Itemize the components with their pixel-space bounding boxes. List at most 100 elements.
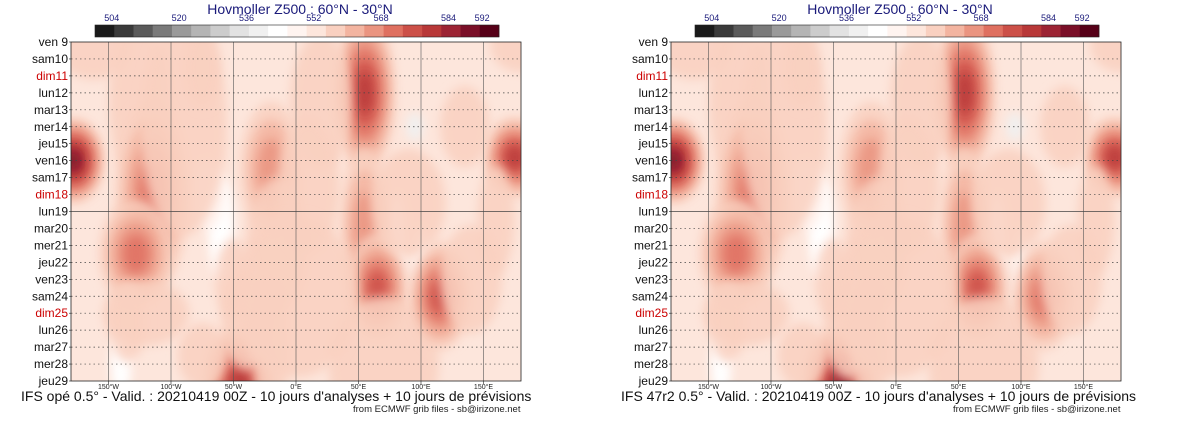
chart-credit: from ECMWF grib files - sb@irizone.net xyxy=(353,404,521,415)
chart-title: Hovmoller Z500 : 60°N - 30°N xyxy=(807,1,993,17)
day-label: jeu22 xyxy=(638,255,669,269)
colorbar-swatch xyxy=(868,25,888,37)
colorbar-tick-label: 520 xyxy=(772,13,787,23)
heatmap-blob xyxy=(777,323,827,381)
colorbar-swatch xyxy=(268,25,288,37)
lon-tick-label: 0°E xyxy=(290,383,302,391)
colorbar-swatch xyxy=(210,25,230,37)
colorbar-tick-label: 568 xyxy=(974,13,989,23)
day-label: mar13 xyxy=(34,103,68,117)
day-label: ven16 xyxy=(635,154,668,168)
lon-tick-label: 150°W xyxy=(98,383,119,391)
hovmoller-panel-left: Hovmoller Z500 : 60°N - 30°N ven 9 sam10 d… xyxy=(21,1,531,415)
lon-tick-label: 150°E xyxy=(474,383,493,391)
lon-tick-label: 100°W xyxy=(760,383,781,391)
heatmap-blob xyxy=(108,280,146,363)
day-label: mar13 xyxy=(634,103,668,117)
heatmap-blob xyxy=(971,148,1046,258)
heatmap-blob xyxy=(1107,147,1121,168)
colorbar-tick-label: 536 xyxy=(239,13,254,23)
chart-credit: from ECMWF grib files - sb@irizone.net xyxy=(953,404,1121,415)
day-label: sam10 xyxy=(32,52,68,66)
day-label: sam24 xyxy=(632,289,668,303)
colorbar-tick-label: 520 xyxy=(172,13,187,23)
day-label: ven23 xyxy=(35,272,68,286)
colorbar-tick-label: 552 xyxy=(906,13,921,23)
hovmoller-chart-left: ven 9 sam10 dim11 lun12 mar13 mer14 jeu15 ven16… xyxy=(32,13,522,391)
colorbar-swatch xyxy=(945,25,965,37)
colorbar-swatch xyxy=(695,25,715,37)
heatmap-blob xyxy=(177,323,227,381)
lon-tick-label: 50°E xyxy=(951,383,967,391)
heatmap-blob xyxy=(1090,42,1121,73)
colorbar-tick-label: 536 xyxy=(839,13,854,23)
lon-tick-label: 100°W xyxy=(160,383,181,391)
colorbar-swatch xyxy=(983,25,1004,37)
day-label: mer14 xyxy=(634,120,668,134)
day-label: lun19 xyxy=(39,205,69,219)
heatmap-low-patch xyxy=(406,112,423,141)
colorbar-swatch xyxy=(829,25,850,37)
colorbar-swatch xyxy=(287,25,307,37)
day-label: sam24 xyxy=(32,289,68,303)
day-label: jeu22 xyxy=(38,255,69,269)
colorbar-swatch xyxy=(1041,25,1061,37)
day-label: dim11 xyxy=(636,69,668,83)
day-label: mar27 xyxy=(634,340,668,354)
colorbar-swatch xyxy=(383,25,404,37)
day-label: lun12 xyxy=(39,86,69,100)
hovmoller-chart-right: ven 9 sam10 dim11 lun12 mar13 mer14 jeu15 ven16… xyxy=(632,13,1122,391)
lon-tick-label: 100°E xyxy=(411,383,430,391)
colorbar-swatch xyxy=(191,25,211,37)
colorbar-swatch xyxy=(95,25,115,37)
lon-tick-label: 50°W xyxy=(825,383,843,391)
colorbar-swatch xyxy=(133,25,154,37)
day-label: jeu15 xyxy=(638,137,669,151)
colorbar-swatch xyxy=(925,25,946,37)
colorbar-swatch xyxy=(460,25,481,37)
colorbar-swatch xyxy=(345,25,365,37)
colorbar-swatch xyxy=(887,25,907,37)
day-label: mer28 xyxy=(634,357,668,371)
colorbar-swatch xyxy=(114,25,134,37)
heatmap-blob xyxy=(507,147,521,168)
colorbar-swatch xyxy=(479,25,500,37)
colorbar-icon xyxy=(94,24,500,38)
day-label: ven23 xyxy=(635,272,668,286)
heatmap-blob xyxy=(968,272,987,304)
lon-tick-label: 150°W xyxy=(698,383,719,391)
day-label: jeu29 xyxy=(38,374,69,388)
day-label: mer28 xyxy=(34,357,68,371)
day-label: dim11 xyxy=(36,69,68,83)
chart-title: Hovmoller Z500 : 60°N - 30°N xyxy=(207,1,393,17)
day-label: dim18 xyxy=(635,188,668,202)
heatmap-blob xyxy=(371,148,446,258)
heatmap-blob xyxy=(1040,86,1090,168)
chart-caption: IFS 47r2 0.5° - Valid. : 20210419 00Z - … xyxy=(621,388,1137,404)
colorbar-swatch xyxy=(810,25,830,37)
colorbar-swatch xyxy=(248,25,269,37)
heatmap-blob xyxy=(490,42,521,73)
day-label: sam10 xyxy=(632,52,668,66)
colorbar-swatch xyxy=(791,25,811,37)
day-label: lun26 xyxy=(639,323,669,337)
heatmap-blob xyxy=(708,280,746,363)
day-label: mar20 xyxy=(634,221,668,235)
day-label: ven 9 xyxy=(639,35,669,49)
colorbar-swatch xyxy=(229,25,250,37)
heatmap-blob xyxy=(71,152,80,169)
day-label: lun26 xyxy=(39,323,69,337)
day-label: sam17 xyxy=(632,171,668,185)
day-label: mar20 xyxy=(34,221,68,235)
day-label: ven16 xyxy=(35,154,68,168)
colorbar-swatch xyxy=(1022,25,1042,37)
day-label: ven 9 xyxy=(39,35,69,49)
colorbar-swatch xyxy=(1060,25,1081,37)
heatmap-blob xyxy=(440,86,490,168)
heatmap-blob xyxy=(671,152,680,169)
colorbar-tick-label: 552 xyxy=(306,13,321,23)
day-label: dim25 xyxy=(35,306,68,320)
colorbar-swatch xyxy=(325,25,346,37)
heatmap-blob xyxy=(183,42,221,109)
day-label: mer21 xyxy=(34,238,68,252)
